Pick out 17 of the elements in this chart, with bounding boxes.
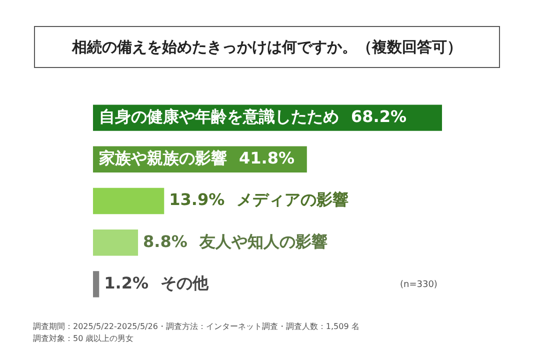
bar xyxy=(93,271,100,298)
data-label: 68.2% xyxy=(351,106,407,126)
text: 調査期間：2025/5/22-2025/5/26・調査方法：インターネット調査・調査人数：1,509 名 xyxy=(33,321,360,332)
data-label: 1.2% xyxy=(104,273,149,292)
data-label: 8.8% xyxy=(143,232,188,251)
y-tick-label: 友人や知人の影響 xyxy=(198,232,328,251)
data-label: 41.8% xyxy=(239,148,295,168)
bar xyxy=(93,229,138,256)
data-label: 13.9% xyxy=(169,190,225,210)
y-tick-label: 家族や親族の影響 xyxy=(98,148,227,168)
y-tick-label: メディアの影響 xyxy=(236,190,349,210)
bar xyxy=(93,188,164,214)
y-tick-label: その他 xyxy=(160,273,210,292)
chart-title: 相続の備えを始めたきっかけは何ですか。（複数回答可） xyxy=(34,26,500,68)
text: 調査対象：50 歳以上の男女 xyxy=(33,333,134,344)
annotation: (n=330) xyxy=(400,280,438,290)
y-tick-label: 自身の健康や年齢を意識したため xyxy=(99,106,339,126)
